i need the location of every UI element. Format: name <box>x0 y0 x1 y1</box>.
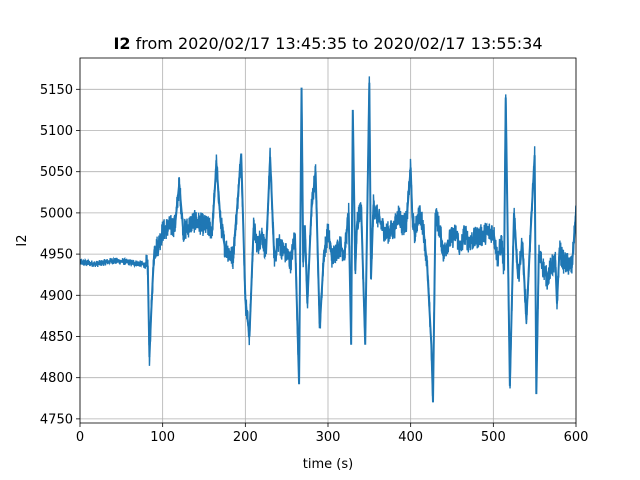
y-tick-label: 5000 <box>40 206 73 221</box>
x-axis-label: time (s) <box>303 457 353 472</box>
x-tick-label: 500 <box>481 430 506 445</box>
tick-layer: 0 100 200 300 400 500 600 4750 4800 4850 4900 4950 5… <box>40 83 589 445</box>
x-tick-label: 200 <box>233 430 258 445</box>
y-tick-label: 4750 <box>40 412 73 427</box>
y-tick-label: 4800 <box>40 371 73 386</box>
chart-title-bold: I2 <box>113 34 130 53</box>
y-tick-label: 4850 <box>40 330 73 345</box>
y-tick-label: 5150 <box>40 83 73 98</box>
y-tick-label: 4900 <box>40 289 73 304</box>
series-line <box>80 82 576 403</box>
chart-title-rest: from 2020/02/17 13:45:35 to 2020/02/17 1… <box>131 34 543 53</box>
x-tick-label: 300 <box>316 430 341 445</box>
series-layer <box>80 76 576 403</box>
y-tick-label: 5100 <box>40 124 73 139</box>
y-axis-label: I2 <box>15 234 30 246</box>
x-tick-label: 100 <box>150 430 175 445</box>
y-tick-label: 4950 <box>40 248 73 263</box>
x-tick-label: 600 <box>564 430 589 445</box>
chart-title: I2 from 2020/02/17 13:45:35 to 2020/02/1… <box>113 34 542 53</box>
x-tick-label: 0 <box>76 430 84 445</box>
x-tick-label: 400 <box>398 430 423 445</box>
y-tick-label: 5050 <box>40 165 73 180</box>
